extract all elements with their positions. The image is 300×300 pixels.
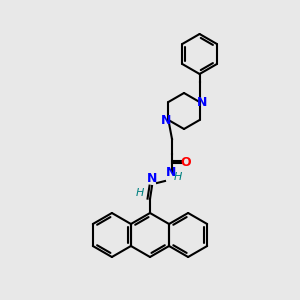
Text: H: H (136, 188, 144, 198)
Text: O: O (181, 155, 191, 169)
Text: N: N (147, 172, 157, 185)
Text: N: N (161, 113, 172, 127)
Text: N: N (196, 95, 207, 109)
Text: N: N (166, 166, 176, 179)
Text: H: H (174, 172, 182, 182)
